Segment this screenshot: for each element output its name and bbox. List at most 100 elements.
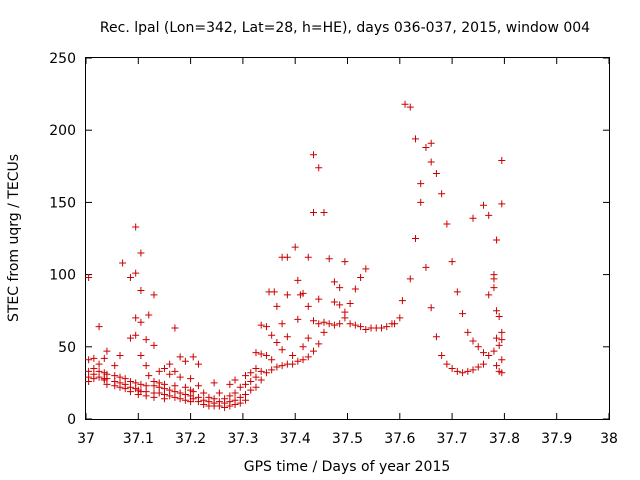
data-point (320, 209, 328, 217)
data-point (268, 366, 276, 374)
data-point (490, 275, 498, 283)
data-point (231, 389, 239, 397)
data-point (396, 314, 404, 322)
data-point (150, 393, 158, 401)
data-point (469, 337, 477, 345)
data-point (330, 278, 338, 286)
data-point (283, 291, 291, 299)
data-point (142, 336, 150, 344)
data-point (85, 273, 93, 281)
data-point (132, 331, 140, 339)
data-point (137, 249, 145, 257)
data-point (95, 373, 103, 381)
data-point (85, 377, 93, 385)
data-point (427, 158, 435, 166)
data-point (346, 299, 354, 307)
data-point (132, 314, 140, 322)
data-point (493, 307, 501, 315)
data-point (252, 383, 260, 391)
data-point (231, 401, 239, 409)
data-point (427, 304, 435, 312)
data-point (299, 356, 307, 364)
data-point (215, 389, 223, 397)
data-point (221, 403, 229, 411)
data-point (351, 321, 359, 329)
data-point (137, 351, 145, 359)
data-point (443, 360, 451, 368)
data-point (330, 298, 338, 306)
data-point (160, 364, 168, 372)
data-point (257, 321, 265, 329)
y-axis-label: STEC from uqrg / TECUs (6, 154, 22, 322)
data-point (116, 351, 124, 359)
y-tick-label: 50 (58, 340, 76, 356)
data-points (85, 100, 506, 411)
data-point (166, 370, 174, 378)
data-point (406, 275, 414, 283)
data-point (142, 392, 150, 400)
data-point (377, 324, 385, 332)
data-point (294, 315, 302, 323)
data-point (411, 235, 419, 242)
data-point (210, 379, 218, 387)
data-point (181, 396, 189, 404)
data-point (310, 209, 318, 217)
data-point (171, 324, 179, 332)
data-point (236, 399, 244, 407)
data-point (315, 340, 323, 348)
data-point (126, 388, 134, 396)
data-point (438, 351, 446, 359)
data-point (357, 323, 365, 331)
data-point (194, 382, 202, 390)
data-point (126, 334, 134, 342)
data-point (422, 144, 430, 152)
data-point (495, 312, 503, 320)
data-point (132, 223, 140, 231)
data-point (498, 356, 506, 364)
x-tick-label: 37.1 (123, 431, 154, 447)
data-point (490, 347, 498, 355)
data-point (242, 380, 250, 388)
data-point (176, 353, 184, 361)
data-point (495, 341, 503, 349)
data-point (278, 362, 286, 370)
data-point (252, 349, 260, 357)
data-point (299, 289, 307, 297)
data-point (231, 376, 239, 384)
data-point (453, 367, 461, 375)
data-point (304, 302, 312, 310)
data-point (464, 367, 472, 375)
data-point (448, 258, 456, 266)
data-point (448, 364, 456, 372)
data-point (121, 385, 129, 393)
data-point (443, 220, 451, 228)
data-point (398, 297, 406, 305)
data-point (150, 291, 158, 299)
data-point (283, 253, 291, 261)
data-point (181, 383, 189, 391)
data-point (493, 362, 501, 370)
x-tick-label: 37.7 (437, 431, 468, 447)
data-point (315, 295, 323, 303)
data-point (215, 402, 223, 410)
data-point (226, 380, 234, 388)
data-point (268, 331, 276, 339)
data-point (411, 135, 419, 143)
data-point (189, 388, 197, 396)
data-point (498, 328, 506, 336)
data-point (273, 338, 281, 346)
data-point (485, 291, 493, 299)
data-point (242, 372, 250, 380)
x-axis: 37 37.1 37.2 37.3 37.4 37.5 37.6 37.7 37.8 37.9 38 (77, 58, 618, 447)
data-point (166, 360, 174, 368)
data-point (498, 157, 506, 165)
data-point (176, 373, 184, 381)
data-point (111, 362, 119, 370)
data-point (189, 395, 197, 403)
data-point (310, 347, 318, 355)
data-point (116, 383, 124, 391)
data-point (498, 336, 506, 344)
x-axis-label: GPS time / Days of year 2015 (244, 459, 451, 475)
data-point (315, 320, 323, 328)
data-point (362, 325, 370, 333)
